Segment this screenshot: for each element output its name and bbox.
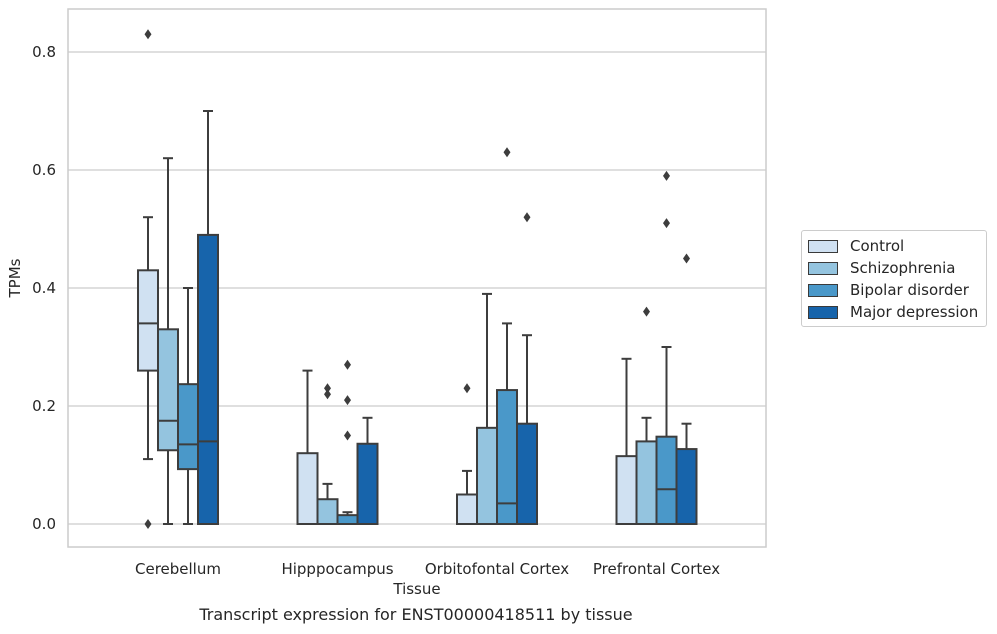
legend-item-schizophrenia: Schizophrenia <box>808 258 955 278</box>
outlier-point <box>643 306 650 317</box>
box <box>296 452 319 526</box>
x-tick-label: Cerebellum <box>135 560 221 578</box>
y-tick-label: 0.0 <box>32 515 56 533</box>
box-group <box>316 383 339 526</box>
outlier-point <box>344 359 351 370</box>
y-tick-label: 0.6 <box>32 161 56 179</box>
legend-swatch-control <box>808 239 838 253</box>
outlier-point <box>324 389 331 400</box>
y-axis-title: TPMs <box>6 258 24 298</box>
outlier-point <box>344 395 351 406</box>
box-groups <box>137 29 698 529</box>
legend-label-bipolar-disorder: Bipolar disorder <box>850 281 969 299</box>
legend-item-major-depression: Major depression <box>808 302 978 322</box>
box <box>157 328 179 452</box>
outlier-point <box>663 218 670 229</box>
box <box>197 233 219 525</box>
box-group <box>157 157 179 525</box>
legend: Control Schizophrenia Bipolar disorder M… <box>801 230 987 327</box>
x-tick-label: Prefrontal Cortex <box>593 560 720 578</box>
outlier-point <box>523 212 531 223</box>
legend-item-bipolar-disorder: Bipolar disorder <box>808 280 969 300</box>
legend-label-control: Control <box>850 237 905 255</box>
y-tick-label: 0.8 <box>32 43 56 61</box>
outlier-point <box>144 29 152 40</box>
box <box>476 426 498 525</box>
outlier-point <box>144 519 152 529</box>
y-tick-labels: 0.0 0.2 0.4 0.6 0.8 <box>32 43 56 533</box>
box <box>635 440 658 525</box>
outlier-point <box>503 147 511 158</box>
legend-label-schizophrenia: Schizophrenia <box>850 259 956 277</box>
outlier-point <box>683 253 690 264</box>
box <box>137 269 159 372</box>
box <box>516 422 538 526</box>
box-group <box>356 416 379 526</box>
box-group <box>675 253 698 526</box>
legend-item-control: Control <box>808 236 904 256</box>
legend-swatch-major-depression <box>808 305 838 319</box>
box <box>615 455 638 525</box>
box-group <box>137 29 159 529</box>
y-tick-label: 0.2 <box>32 397 56 415</box>
outlier-point <box>344 430 351 441</box>
box-group <box>197 110 219 525</box>
box-group <box>516 212 538 526</box>
y-tick-label: 0.4 <box>32 279 56 297</box>
box <box>456 493 478 525</box>
box-group <box>296 369 319 526</box>
box <box>336 514 359 526</box>
legend-swatch-schizophrenia <box>808 261 838 275</box>
box-group <box>655 170 678 525</box>
x-tick-label: Hipppocampus <box>281 560 393 578</box>
legend-swatch-bipolar-disorder <box>808 283 838 297</box>
box <box>316 498 339 526</box>
figure-caption: Transcript expression for ENST0000041851… <box>199 605 633 624</box>
box-group <box>635 306 658 525</box>
box <box>655 435 678 525</box>
x-axis-title: Tissue <box>392 580 440 598</box>
outlier-point <box>463 383 471 394</box>
box <box>177 383 199 471</box>
box <box>356 442 379 526</box>
legend-label-major-depression: Major depression <box>850 303 979 321</box>
x-tick-label: Orbitofontal Cortex <box>425 560 569 578</box>
box-group <box>177 287 199 525</box>
box <box>675 448 698 526</box>
outlier-point <box>324 383 331 394</box>
outlier-point <box>663 170 670 181</box>
x-tick-labels: Cerebellum Hipppocampus Orbitofontal Corte… <box>135 560 720 578</box>
